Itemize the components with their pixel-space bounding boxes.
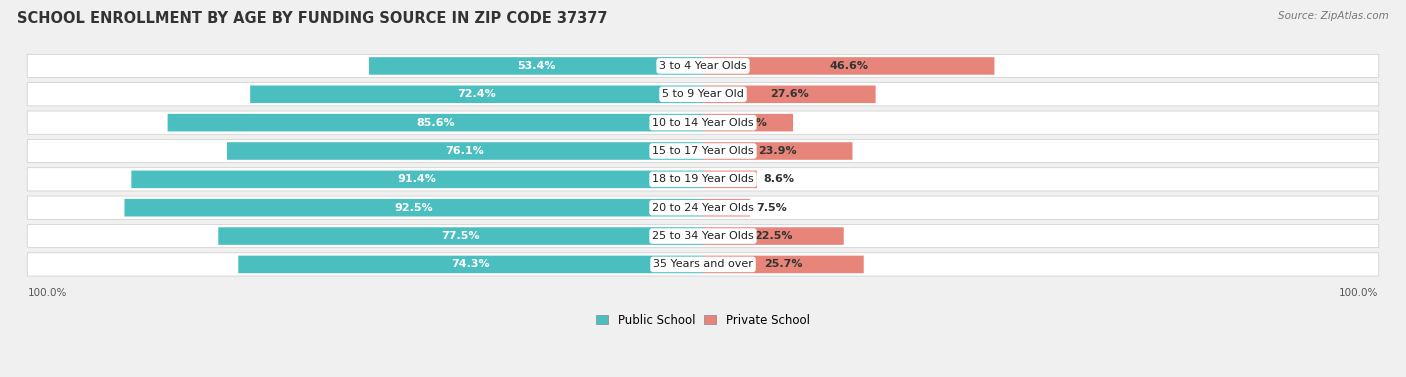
Text: 25.7%: 25.7%: [763, 259, 803, 270]
FancyBboxPatch shape: [27, 139, 1379, 162]
Text: 14.4%: 14.4%: [728, 118, 768, 128]
FancyBboxPatch shape: [27, 54, 1379, 78]
FancyBboxPatch shape: [131, 170, 703, 188]
FancyBboxPatch shape: [238, 256, 703, 273]
Text: 76.1%: 76.1%: [446, 146, 485, 156]
Text: 27.6%: 27.6%: [770, 89, 808, 99]
Text: 3 to 4 Year Olds: 3 to 4 Year Olds: [659, 61, 747, 71]
FancyBboxPatch shape: [27, 224, 1379, 248]
Text: 22.5%: 22.5%: [754, 231, 793, 241]
Text: 8.6%: 8.6%: [763, 174, 794, 184]
Text: 72.4%: 72.4%: [457, 89, 496, 99]
Text: 10 to 14 Year Olds: 10 to 14 Year Olds: [652, 118, 754, 128]
FancyBboxPatch shape: [250, 86, 703, 103]
Text: 25 to 34 Year Olds: 25 to 34 Year Olds: [652, 231, 754, 241]
Text: 20 to 24 Year Olds: 20 to 24 Year Olds: [652, 203, 754, 213]
FancyBboxPatch shape: [368, 57, 703, 75]
FancyBboxPatch shape: [226, 142, 703, 160]
Text: SCHOOL ENROLLMENT BY AGE BY FUNDING SOURCE IN ZIP CODE 37377: SCHOOL ENROLLMENT BY AGE BY FUNDING SOUR…: [17, 11, 607, 26]
FancyBboxPatch shape: [125, 199, 703, 216]
Text: 18 to 19 Year Olds: 18 to 19 Year Olds: [652, 174, 754, 184]
Text: 100.0%: 100.0%: [28, 288, 67, 298]
Text: 5 to 9 Year Old: 5 to 9 Year Old: [662, 89, 744, 99]
Text: 85.6%: 85.6%: [416, 118, 454, 128]
FancyBboxPatch shape: [703, 170, 756, 188]
Text: 92.5%: 92.5%: [395, 203, 433, 213]
Text: 77.5%: 77.5%: [441, 231, 479, 241]
Text: 7.5%: 7.5%: [756, 203, 787, 213]
Text: 74.3%: 74.3%: [451, 259, 489, 270]
FancyBboxPatch shape: [703, 199, 749, 216]
Text: 46.6%: 46.6%: [830, 61, 869, 71]
Text: 35 Years and over: 35 Years and over: [652, 259, 754, 270]
FancyBboxPatch shape: [27, 196, 1379, 219]
FancyBboxPatch shape: [27, 168, 1379, 191]
FancyBboxPatch shape: [703, 114, 793, 132]
FancyBboxPatch shape: [167, 114, 703, 132]
FancyBboxPatch shape: [703, 57, 994, 75]
Text: 23.9%: 23.9%: [758, 146, 797, 156]
FancyBboxPatch shape: [703, 86, 876, 103]
FancyBboxPatch shape: [27, 83, 1379, 106]
FancyBboxPatch shape: [218, 227, 703, 245]
Text: Source: ZipAtlas.com: Source: ZipAtlas.com: [1278, 11, 1389, 21]
FancyBboxPatch shape: [27, 111, 1379, 134]
Text: 91.4%: 91.4%: [398, 174, 437, 184]
Text: 15 to 17 Year Olds: 15 to 17 Year Olds: [652, 146, 754, 156]
FancyBboxPatch shape: [27, 253, 1379, 276]
Text: 100.0%: 100.0%: [1339, 288, 1378, 298]
Legend: Public School, Private School: Public School, Private School: [596, 314, 810, 326]
FancyBboxPatch shape: [703, 227, 844, 245]
Text: 53.4%: 53.4%: [517, 61, 555, 71]
FancyBboxPatch shape: [703, 256, 863, 273]
FancyBboxPatch shape: [703, 142, 852, 160]
